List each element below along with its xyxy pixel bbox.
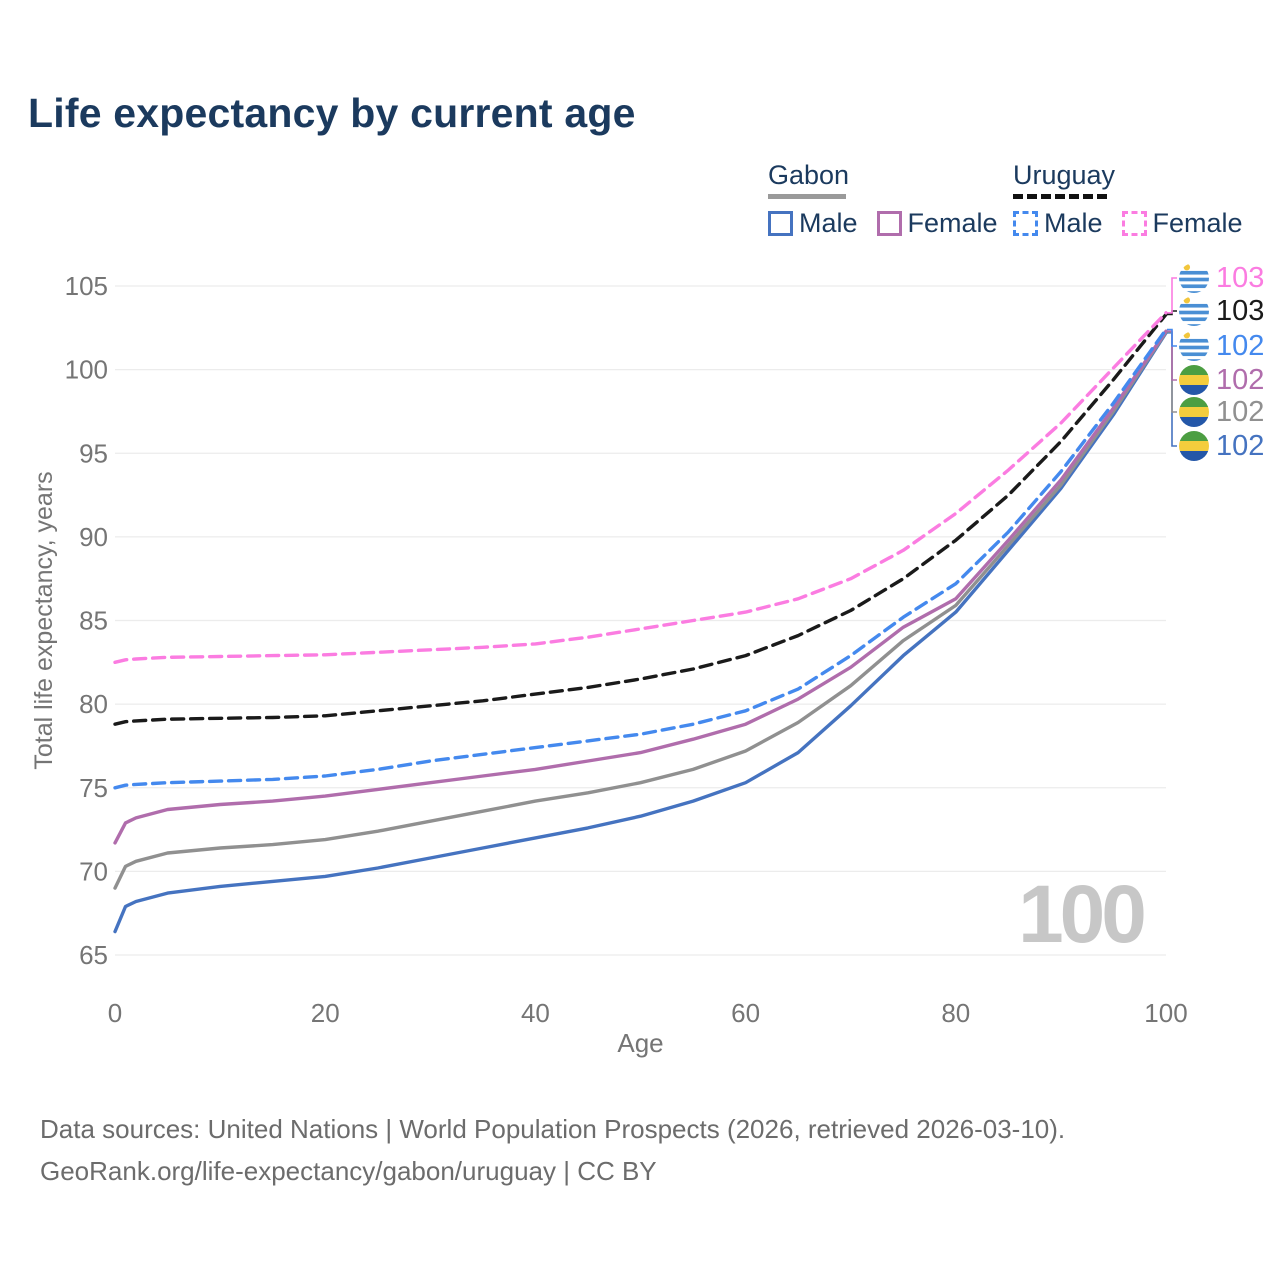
hover-age-indicator: 100 xyxy=(1018,869,1147,960)
series-gabon-female[interactable] xyxy=(113,329,1168,845)
legend-uruguay-items: Male Female xyxy=(1013,199,1243,239)
endpoint-label-uruguay-female: 103 xyxy=(1179,261,1265,294)
y-tick-label: 70 xyxy=(79,856,108,886)
gabon-flag-icon xyxy=(1179,431,1209,461)
gabon-flag-icon xyxy=(1179,397,1209,427)
legend-gabon-female-label[interactable]: Female xyxy=(907,208,998,238)
uruguay-dashed-line-swatch xyxy=(1013,194,1107,199)
x-tick-label: 0 xyxy=(108,998,122,1028)
endpoint-value: 102 xyxy=(1216,429,1265,462)
data-sources-line: Data sources: United Nations | World Pop… xyxy=(40,1114,1066,1144)
x-tick-label: 40 xyxy=(521,998,550,1028)
endpoint-value: 103 xyxy=(1216,294,1265,327)
y-tick-label: 85 xyxy=(79,606,108,636)
legend-gabon-female-swatch[interactable] xyxy=(876,211,902,236)
series-gabon-all[interactable] xyxy=(113,330,1168,890)
legend-uruguay-female-swatch[interactable] xyxy=(1121,211,1147,236)
legend-gabon-male-swatch[interactable] xyxy=(768,211,793,236)
y-tick-label: 95 xyxy=(79,438,108,468)
x-tick-label: 80 xyxy=(941,998,970,1028)
endpoint-value: 102 xyxy=(1216,363,1265,396)
gabon-flag-icon xyxy=(1179,365,1209,395)
endpoint-label-gabon-all: 102 xyxy=(1179,395,1265,428)
endpoint-value: 102 xyxy=(1216,329,1265,362)
attribution-line: GeoRank.org/life-expectancy/gabon/urugua… xyxy=(40,1156,657,1186)
uruguay-flag-icon xyxy=(1179,263,1209,293)
legend-gabon-male-label[interactable]: Male xyxy=(799,208,858,238)
y-tick-label: 100 xyxy=(65,355,108,385)
series-uruguay-all[interactable] xyxy=(113,312,1168,726)
page-title: Life expectancy by current age xyxy=(28,90,636,136)
series-uruguay-male[interactable] xyxy=(113,327,1168,790)
endpoint-label-uruguay-male: 102 xyxy=(1179,329,1265,362)
endpoint-value: 102 xyxy=(1216,395,1265,428)
y-tick-label: 65 xyxy=(79,940,108,970)
x-tick-label: 100 xyxy=(1144,998,1187,1028)
footer: Data sources: United Nations | World Pop… xyxy=(40,1108,1065,1192)
legend-group-gabon: Gabon xyxy=(768,160,850,199)
y-tick-label: 80 xyxy=(79,689,108,719)
endpoint-value: 103 xyxy=(1216,261,1265,294)
gabon-solid-line-swatch xyxy=(768,194,846,199)
x-axis-title: Age xyxy=(617,1028,663,1058)
series-gabon-male[interactable] xyxy=(113,331,1168,934)
endpoint-leader xyxy=(1167,328,1177,347)
y-tick-label: 75 xyxy=(79,773,108,803)
legend-gabon-items: Male Female xyxy=(768,199,998,239)
legend-gabon-title[interactable]: Gabon xyxy=(768,160,850,190)
x-tick-label: 60 xyxy=(731,998,760,1028)
legend-uruguay-title[interactable]: Uruguay xyxy=(1013,160,1116,190)
legend-uruguay-male-label[interactable]: Male xyxy=(1044,208,1103,238)
series-uruguay-female[interactable] xyxy=(113,311,1168,664)
legend-uruguay-male-swatch[interactable] xyxy=(1013,211,1038,236)
y-tick-label: 105 xyxy=(65,271,108,301)
x-tick-label: 20 xyxy=(311,998,340,1028)
uruguay-flag-icon xyxy=(1179,331,1209,361)
endpoint-leader xyxy=(1167,330,1177,381)
y-axis-title: Total life expectancy, years xyxy=(30,471,58,769)
endpoint-leader xyxy=(1167,277,1177,314)
y-tick-label: 90 xyxy=(79,522,108,552)
endpoint-label-gabon-male: 102 xyxy=(1179,429,1265,462)
endpoint-label-uruguay-all: 103 xyxy=(1179,294,1265,327)
legend-uruguay-female-label[interactable]: Female xyxy=(1152,208,1243,238)
uruguay-flag-icon xyxy=(1179,296,1209,326)
legend-group-uruguay: Uruguay xyxy=(1013,160,1115,199)
endpoint-label-gabon-female: 102 xyxy=(1179,363,1265,396)
